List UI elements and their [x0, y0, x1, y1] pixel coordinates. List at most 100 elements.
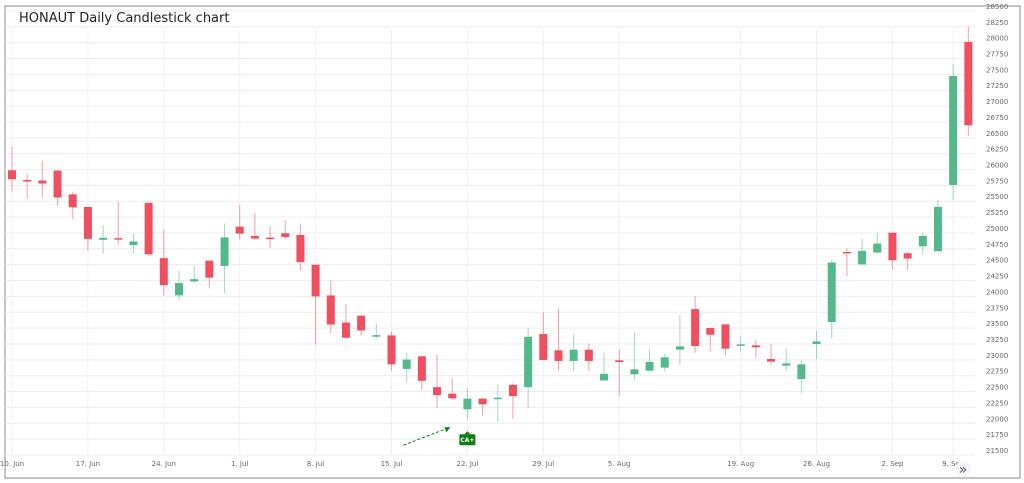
double-chevron-right-icon[interactable]: »: [959, 462, 968, 478]
y-tick-label: 23500: [986, 320, 1008, 328]
candle-body: [706, 328, 715, 335]
candle-body: [129, 241, 138, 246]
candle: [250, 212, 259, 240]
candle: [569, 334, 578, 372]
candle: [584, 343, 593, 372]
candle: [205, 260, 214, 289]
candle-body: [524, 336, 533, 388]
candle-body: [478, 398, 487, 405]
candle-body: [797, 364, 806, 379]
y-tick-label: 22000: [986, 415, 1008, 423]
y-tick-label: 23000: [986, 352, 1008, 360]
candle: [357, 315, 366, 336]
candle-body: [508, 384, 517, 397]
candle: [888, 232, 897, 271]
candle-body: [266, 237, 275, 240]
y-axis: 21500 21750 22000 22250 22500 22750 23000 23250…: [986, 3, 1008, 455]
candle-body: [645, 361, 654, 371]
candle: [190, 265, 199, 283]
candle: [903, 251, 912, 270]
y-tick-label: 24000: [986, 288, 1008, 296]
candle-body: [174, 283, 183, 296]
candle-body: [99, 237, 108, 240]
candle-body: [812, 341, 821, 345]
candle: [554, 308, 563, 371]
candle-body: [220, 237, 229, 266]
candle-body: [190, 279, 199, 282]
candle-body: [918, 235, 927, 247]
candle-body: [326, 295, 335, 325]
ca-marker-label: CA+: [460, 437, 474, 444]
candle: [493, 384, 502, 423]
marker-pointer-icon: [464, 431, 471, 435]
candle-body: [554, 350, 563, 361]
y-tick-label: 25500: [986, 193, 1008, 201]
y-tick-label: 21750: [986, 431, 1008, 439]
candle-body: [250, 235, 259, 239]
candle: [38, 160, 47, 198]
candle: [387, 331, 396, 371]
candle: [174, 270, 183, 301]
y-tick-label: 28250: [986, 19, 1008, 27]
candle: [873, 232, 882, 253]
scroll-right-button-bg[interactable]: [955, 461, 971, 477]
x-tick-label: 22. Jul: [456, 460, 478, 468]
candle: [706, 328, 715, 352]
candle-body: [584, 349, 593, 361]
candle-body: [964, 41, 973, 126]
candle: [691, 296, 700, 353]
candle-body: [842, 251, 851, 254]
candle-body: [463, 398, 472, 410]
candle-body: [782, 363, 791, 366]
candle-body: [235, 226, 244, 234]
candle-body: [68, 194, 77, 208]
candle-body: [83, 206, 92, 239]
y-tick-label: 24500: [986, 257, 1008, 265]
candle: [433, 354, 442, 408]
candle-body: [827, 262, 836, 323]
candle-body: [8, 170, 16, 180]
dashed-arrow-line: [403, 427, 448, 446]
candle: [23, 173, 32, 199]
y-tick-label: 24750: [986, 241, 1008, 249]
y-tick-label: 25000: [986, 225, 1008, 233]
candle: [448, 378, 457, 400]
candle: [83, 206, 92, 251]
x-tick-label: 26. Aug: [803, 460, 830, 468]
candle: [99, 225, 108, 254]
candle: [53, 170, 62, 206]
candle-body: [23, 179, 32, 182]
candle-body: [493, 397, 502, 400]
candle: [539, 312, 548, 360]
candle: [402, 352, 411, 383]
candle: [311, 264, 320, 345]
y-tick-label: 26250: [986, 146, 1008, 154]
scroll-right-button[interactable]: »: [955, 461, 971, 478]
ca-marker-badge: [459, 434, 476, 446]
candle-body: [675, 346, 684, 350]
candle: [281, 220, 290, 240]
candle: [933, 200, 942, 252]
y-tick-label: 26500: [986, 130, 1008, 138]
candle: [842, 248, 851, 277]
candle: [751, 340, 760, 358]
candle-body: [53, 170, 62, 198]
y-tick-label: 22500: [986, 384, 1008, 392]
y-tick-label: 25750: [986, 177, 1008, 185]
candle-body: [858, 250, 867, 265]
candle-body: [205, 260, 214, 278]
candle-body: [751, 345, 760, 348]
y-tick-label: 22750: [986, 368, 1008, 376]
candle-body: [691, 309, 700, 347]
candle: [918, 232, 927, 255]
candle: [524, 327, 533, 408]
candle-body: [873, 243, 882, 253]
candle-body: [402, 359, 411, 369]
y-tick-label: 28500: [986, 3, 1008, 11]
candle: [68, 191, 77, 220]
y-tick-label: 26750: [986, 114, 1008, 122]
chart-title: HONAUT Daily Candlestick chart: [19, 11, 229, 26]
candle: [782, 348, 791, 372]
x-tick-label: 17. Jun: [76, 460, 100, 468]
